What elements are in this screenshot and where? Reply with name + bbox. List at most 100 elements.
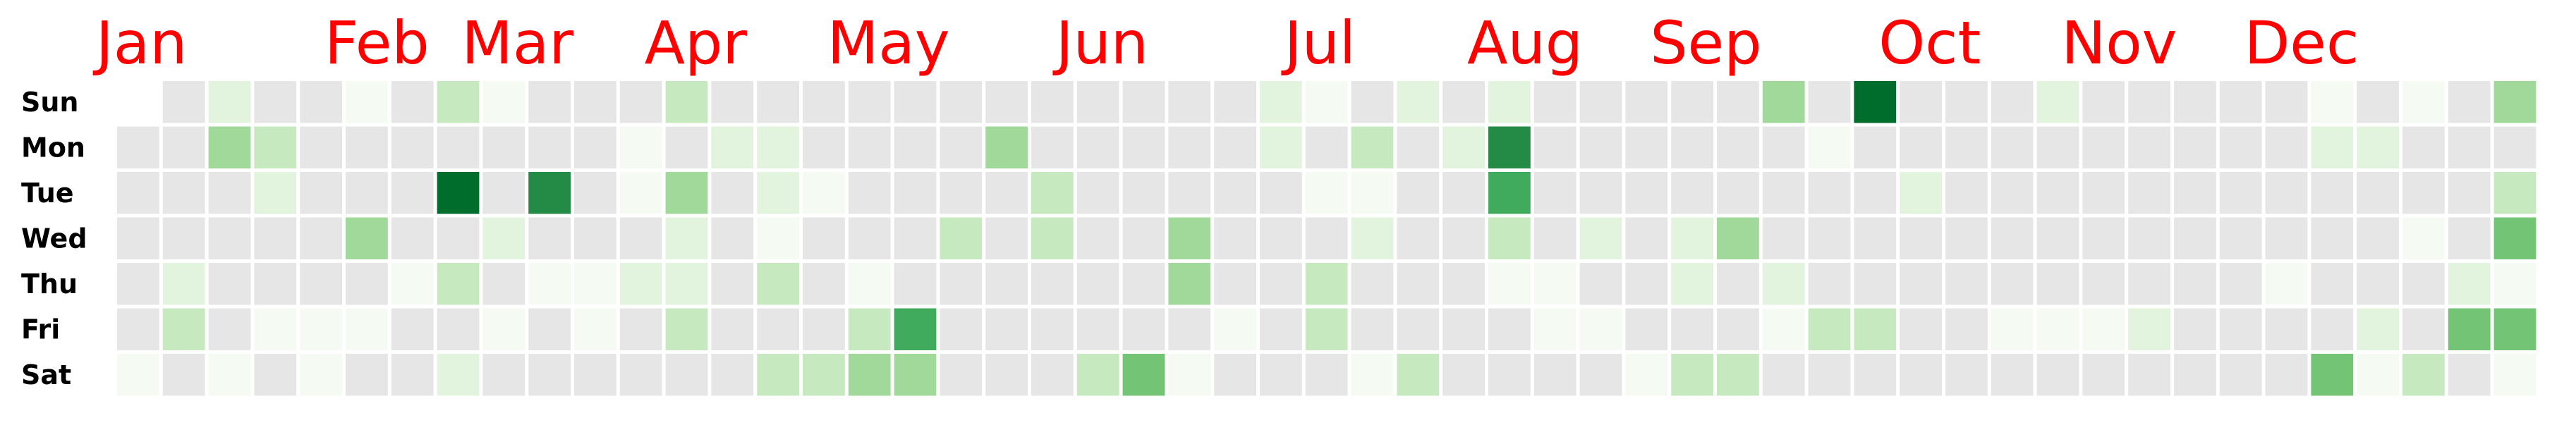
heatmap-cell-tue-week-9	[528, 172, 571, 214]
heatmap-cell-thu-week-4	[300, 263, 342, 305]
heatmap-cell-sat-week-12	[666, 354, 708, 396]
heatmap-cell-sat-week-19	[985, 354, 1028, 396]
heatmap-cell-sun-week-50	[2402, 81, 2445, 123]
heatmap-cell-sun-week-34	[1671, 81, 1713, 123]
heatmap-cell-sat-week-49	[2357, 354, 2399, 396]
heatmap-cell-thu-week-39	[1900, 263, 1942, 305]
heatmap-cell-mon-week-37	[1809, 127, 1851, 169]
day-label-tue: Tue	[21, 178, 74, 209]
heatmap-cell-fri-week-50	[2402, 309, 2445, 351]
heatmap-cell-mon-week-23	[1168, 127, 1210, 169]
heatmap-cell-wed-week-40	[1945, 218, 1988, 260]
heatmap-cell-fri-week-29	[1442, 309, 1485, 351]
heatmap-cell-mon-week-30	[1488, 127, 1531, 169]
heatmap-cell-thu-week-8	[482, 263, 525, 305]
heatmap-cell-tue-week-19	[985, 172, 1028, 214]
heatmap-cell-wed-week-33	[1625, 218, 1667, 260]
heatmap-cell-fri-week-20	[1031, 309, 1074, 351]
heatmap-cell-wed-week-3	[254, 218, 296, 260]
heatmap-cell-sat-week-36	[1763, 354, 1805, 396]
heatmap-cell-tue-week-21	[1077, 172, 1119, 214]
heatmap-cell-mon-week-8	[482, 127, 525, 169]
day-label-wed: Wed	[21, 223, 87, 254]
heatmap-cell-mon-week-10	[574, 127, 616, 169]
heatmap-cell-fri-week-18	[940, 309, 982, 351]
heatmap-cell-sat-week-0	[117, 354, 159, 396]
heatmap-cell-sun-week-2	[209, 81, 251, 123]
heatmap-cell-sun-week-20	[1031, 81, 1074, 123]
heatmap-cell-sat-week-35	[1717, 354, 1759, 396]
heatmap-cell-sat-week-22	[1123, 354, 1165, 396]
heatmap-cell-tue-week-48	[2311, 172, 2353, 214]
heatmap-cell-mon-week-25	[1260, 127, 1302, 169]
heatmap-cell-sun-week-40	[1945, 81, 1988, 123]
heatmap-cell-thu-week-30	[1488, 263, 1531, 305]
heatmap-cell-thu-week-21	[1077, 263, 1119, 305]
heatmap-cell-mon-week-0	[117, 127, 159, 169]
heatmap-cell-sat-week-13	[711, 354, 753, 396]
heatmap-cell-mon-week-2	[209, 127, 251, 169]
heatmap-cell-sat-week-21	[1077, 354, 1119, 396]
heatmap-cell-tue-week-3	[254, 172, 296, 214]
heatmap-cell-sun-week-51	[2448, 81, 2491, 123]
heatmap-cell-mon-week-21	[1077, 127, 1119, 169]
heatmap-cell-mon-week-35	[1717, 127, 1759, 169]
heatmap-cell-sun-week-3	[254, 81, 296, 123]
heatmap-cell-wed-week-46	[2220, 218, 2262, 260]
heatmap-cell-fri-week-45	[2174, 309, 2216, 351]
heatmap-cell-wed-week-1	[163, 218, 205, 260]
heatmap-cell-thu-week-12	[666, 263, 708, 305]
heatmap-cell-wed-week-41	[1991, 218, 2034, 260]
heatmap-cell-tue-week-22	[1123, 172, 1165, 214]
heatmap-cell-fri-week-46	[2220, 309, 2262, 351]
heatmap-cell-tue-week-32	[1580, 172, 1622, 214]
heatmap-cell-tue-week-45	[2174, 172, 2216, 214]
heatmap-cell-sun-week-42	[2037, 81, 2079, 123]
heatmap-cell-wed-week-20	[1031, 218, 1074, 260]
heatmap-cell-thu-week-51	[2448, 263, 2491, 305]
heatmap-cell-tue-week-33	[1625, 172, 1667, 214]
heatmap-cell-fri-week-47	[2266, 309, 2308, 351]
month-label-jun: Jun	[1052, 8, 1148, 78]
heatmap-cell-thu-week-25	[1260, 263, 1302, 305]
heatmap-cell-fri-week-3	[254, 309, 296, 351]
heatmap-cell-mon-week-50	[2402, 127, 2445, 169]
heatmap-cell-sat-week-38	[1854, 354, 1896, 396]
heatmap-cell-mon-week-44	[2128, 127, 2170, 169]
heatmap-cell-wed-week-23	[1168, 218, 1210, 260]
heatmap-cell-sun-week-24	[1214, 81, 1256, 123]
heatmap-cell-mon-week-36	[1763, 127, 1805, 169]
heatmap-cell-sun-week-17	[894, 81, 937, 123]
heatmap-cell-sat-week-43	[2082, 354, 2125, 396]
heatmap-cell-fri-week-24	[1214, 309, 1256, 351]
heatmap-cell-sun-week-49	[2357, 81, 2399, 123]
heatmap-cell-fri-week-35	[1717, 309, 1759, 351]
heatmap-cell-sat-week-14	[757, 354, 799, 396]
heatmap-cell-fri-week-23	[1168, 309, 1210, 351]
heatmap-cell-sat-week-8	[482, 354, 525, 396]
heatmap-cell-mon-week-14	[757, 127, 799, 169]
heatmap-cell-mon-week-27	[1351, 127, 1394, 169]
heatmap-cell-mon-week-32	[1580, 127, 1622, 169]
heatmap-cell-tue-week-47	[2266, 172, 2308, 214]
heatmap-cell-sat-week-1	[163, 354, 205, 396]
heatmap-cell-tue-week-36	[1763, 172, 1805, 214]
heatmap-cell-mon-week-52	[2494, 127, 2536, 169]
heatmap-cell-fri-week-14	[757, 309, 799, 351]
heatmap-cell-tue-week-44	[2128, 172, 2170, 214]
heatmap-cell-sat-week-9	[528, 354, 571, 396]
heatmap-cell-thu-week-31	[1534, 263, 1576, 305]
heatmap-cell-mon-week-34	[1671, 127, 1713, 169]
heatmap-cell-tue-week-41	[1991, 172, 2034, 214]
heatmap-cell-wed-week-38	[1854, 218, 1896, 260]
heatmap-cell-wed-week-43	[2082, 218, 2125, 260]
heatmap-cell-fri-week-39	[1900, 309, 1942, 351]
heatmap-cell-sun-week-38	[1854, 81, 1896, 123]
heatmap-cell-wed-week-45	[2174, 218, 2216, 260]
heatmap-cell-sun-week-21	[1077, 81, 1119, 123]
heatmap-cell-fri-week-19	[985, 309, 1028, 351]
heatmap-cell-sun-week-31	[1534, 81, 1576, 123]
heatmap-cell-tue-week-24	[1214, 172, 1256, 214]
heatmap-cell-sat-week-46	[2220, 354, 2262, 396]
heatmap-cell-thu-week-9	[528, 263, 571, 305]
